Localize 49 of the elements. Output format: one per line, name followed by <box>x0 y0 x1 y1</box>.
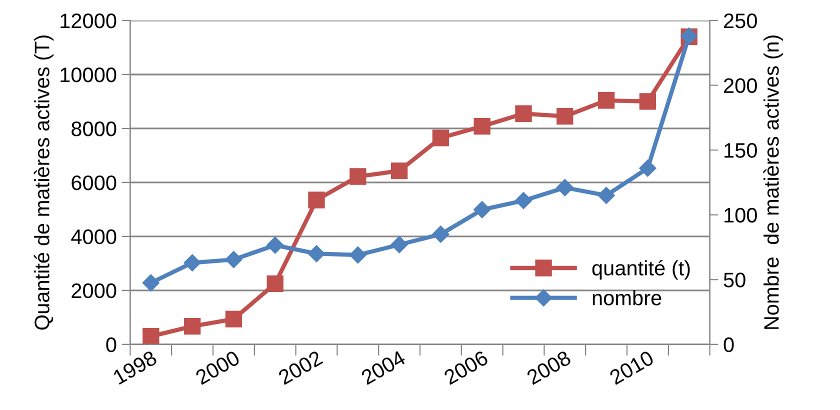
point <box>598 186 615 204</box>
point <box>474 118 490 135</box>
y2-tick-label: 100 <box>724 208 757 223</box>
point <box>308 192 325 208</box>
point <box>515 105 532 122</box>
x-tick-label: 2004 <box>360 350 406 386</box>
x-tick-label: 2008 <box>526 350 572 386</box>
point <box>266 275 284 292</box>
y-tick-label: 2000 <box>72 283 116 298</box>
point <box>432 226 450 243</box>
point <box>556 108 574 125</box>
point <box>225 250 242 268</box>
y-tick-label: 12000 <box>60 14 116 28</box>
point <box>142 328 160 345</box>
point <box>225 310 242 328</box>
point <box>184 254 201 272</box>
point <box>390 162 408 180</box>
point <box>639 160 656 177</box>
y-tick-label: 4000 <box>71 229 116 244</box>
point <box>556 179 574 196</box>
point <box>514 192 532 210</box>
y2-tick-label: 0 <box>724 337 734 352</box>
y-axis-title: Quantité de matières actives (T) <box>34 36 54 330</box>
point <box>639 93 656 110</box>
y-tick-label: 6000 <box>72 175 116 190</box>
point <box>184 318 201 335</box>
point <box>598 92 615 109</box>
y-tick-label: 0 <box>106 337 116 352</box>
y2-tick-label: 50 <box>724 272 746 288</box>
x-tick-label: 2010 <box>608 350 655 386</box>
y2-tick-label: 200 <box>724 78 757 94</box>
legend-label: nombre <box>592 290 662 306</box>
point <box>349 246 366 264</box>
point <box>308 245 326 262</box>
y-tick-label: 10000 <box>60 67 116 82</box>
x-tick-label: 2000 <box>194 350 241 386</box>
point <box>474 201 491 218</box>
legend-label: quantité (t) <box>592 260 690 280</box>
x-tick-label: 2002 <box>278 350 324 386</box>
point <box>390 236 408 254</box>
y2-tick-label: 150 <box>724 143 757 158</box>
y2-tick-label: 250 <box>724 14 757 28</box>
point <box>266 236 284 254</box>
y-tick-label: 8000 <box>72 121 116 136</box>
y2-axis-title: Nombre de matières actives (n) <box>763 36 783 329</box>
point <box>142 274 160 292</box>
x-tick-label: 2006 <box>443 350 489 386</box>
point <box>350 168 366 185</box>
point <box>432 130 450 146</box>
